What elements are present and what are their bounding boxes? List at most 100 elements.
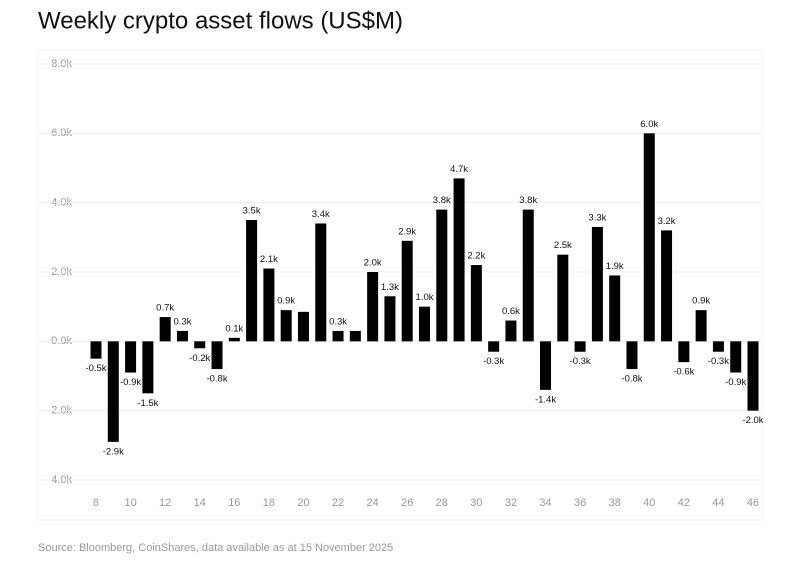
bar [470, 265, 482, 342]
bar [730, 341, 742, 373]
bar [436, 209, 448, 342]
plot-frame [37, 49, 763, 521]
value-label: 2.2k [467, 251, 485, 262]
bar [678, 341, 690, 363]
value-label: 0.9k [692, 296, 710, 307]
value-label: 0.9k [277, 296, 295, 307]
value-label: 3.8k [433, 195, 451, 206]
value-label: -0.8k [621, 374, 642, 385]
value-label: 6.0k [640, 119, 658, 130]
value-label: -1.5k [137, 398, 158, 409]
value-label: 3.8k [519, 195, 537, 206]
value-label: 0.6k [502, 306, 520, 317]
bar [419, 306, 430, 342]
bar [142, 341, 154, 394]
bar [626, 341, 638, 370]
bar [90, 341, 102, 359]
value-label: 1.9k [606, 261, 624, 272]
x-tick-label: 20 [297, 497, 309, 509]
bar [453, 178, 465, 342]
bar [332, 330, 344, 342]
x-tick-label: 30 [470, 497, 482, 509]
bar [176, 330, 188, 342]
x-tick-label: 28 [436, 497, 448, 509]
x-tick-label: 36 [574, 497, 586, 509]
x-tick-label: 24 [367, 497, 379, 509]
bar [574, 341, 586, 352]
value-label: 0.3k [173, 316, 191, 327]
value-label: -0.3k [483, 356, 504, 367]
value-label: -0.2k [189, 353, 210, 364]
bar [557, 254, 569, 342]
value-label: 2.1k [260, 254, 278, 265]
value-label: -2.0k [742, 415, 763, 426]
value-label: -0.9k [725, 377, 746, 388]
bar [488, 341, 500, 352]
bar [263, 268, 275, 342]
value-label: 0.7k [156, 303, 174, 314]
x-tick-label: 16 [228, 497, 240, 509]
value-label: 3.3k [588, 212, 606, 223]
bar [505, 320, 517, 342]
value-label: -0.5k [85, 363, 106, 374]
bar [228, 337, 240, 342]
value-label: -2.9k [103, 446, 124, 457]
value-label: -0.8k [206, 374, 227, 385]
x-tick-label: 44 [712, 497, 724, 509]
x-tick-label: 42 [678, 497, 690, 509]
bar [522, 209, 534, 342]
bar [540, 341, 552, 390]
bar [401, 240, 413, 342]
value-label: -0.3k [708, 356, 729, 367]
x-tick-label: 8 [93, 497, 99, 509]
x-tick-label: 26 [401, 497, 413, 509]
value-label: 1.0k [416, 292, 434, 303]
value-label: 2.9k [398, 226, 416, 237]
x-tick-label: 32 [505, 497, 517, 509]
value-label: 4.7k [450, 164, 468, 175]
bar [315, 223, 327, 342]
x-tick-label: 10 [124, 497, 136, 509]
value-label: 2.5k [554, 240, 572, 251]
value-label: 3.2k [658, 216, 676, 227]
value-label: 1.3k [381, 282, 399, 293]
x-tick-label: 34 [539, 497, 551, 509]
bar [712, 341, 724, 352]
x-tick-label: 40 [643, 497, 655, 509]
bar [643, 133, 655, 342]
bar [211, 341, 223, 370]
bar [107, 341, 119, 442]
x-tick-label: 14 [194, 497, 206, 509]
value-label: 3.5k [243, 206, 261, 217]
value-label: 0.3k [329, 316, 347, 327]
value-label: -0.9k [120, 377, 141, 388]
x-tick-label: 38 [609, 497, 621, 509]
bar [661, 230, 673, 342]
bar [280, 310, 292, 342]
bar [747, 341, 759, 411]
source-note: Source: Bloomberg, CoinShares, data avai… [38, 542, 393, 554]
chart-title: Weekly crypto asset flows (US$M) [38, 7, 403, 34]
x-tick-label: 22 [332, 497, 344, 509]
bar [384, 296, 396, 342]
bar [297, 311, 309, 342]
bar [591, 226, 603, 342]
bar [125, 341, 137, 373]
bar [246, 220, 258, 342]
value-label: -1.4k [535, 394, 556, 405]
x-tick-label: 46 [747, 497, 759, 509]
value-label: -0.6k [673, 367, 694, 378]
value-label: 2.0k [364, 258, 382, 269]
bar [349, 330, 361, 342]
bar [695, 310, 707, 342]
bar [159, 317, 171, 342]
bar [367, 272, 379, 342]
bar [194, 341, 206, 349]
value-label: -0.3k [570, 356, 591, 367]
x-tick-label: 18 [263, 497, 275, 509]
x-tick-label: 12 [159, 497, 171, 509]
bar [609, 275, 621, 342]
value-label: 3.4k [312, 209, 330, 220]
